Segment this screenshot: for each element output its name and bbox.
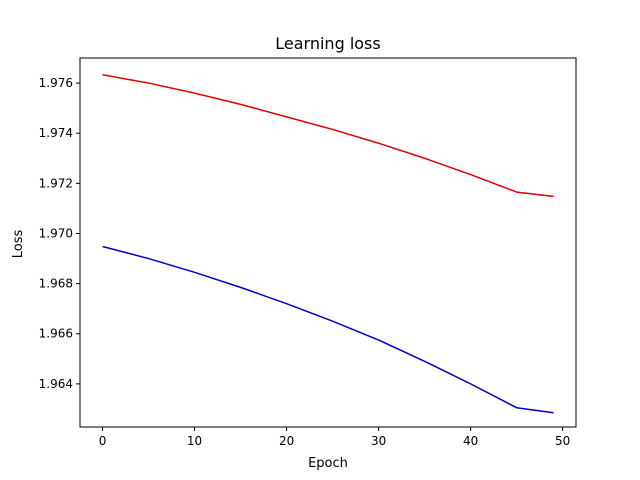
y-tick-label: 1.966: [39, 327, 73, 341]
plot-frame: [79, 57, 577, 428]
y-tick-label: 1.970: [39, 226, 73, 240]
series-line-2: [102, 245, 554, 414]
x-tick-label: 10: [187, 434, 202, 448]
plot-area: [80, 58, 576, 427]
x-tick-label: 50: [555, 434, 570, 448]
y-tick-label: 1.972: [39, 176, 73, 190]
x-tick-label: 0: [99, 434, 107, 448]
series-group: [102, 74, 554, 414]
plot-background: [80, 58, 576, 427]
x-axis-label: Epoch: [308, 456, 348, 471]
x-tick-label: 40: [463, 434, 478, 448]
x-tick-label: 30: [371, 434, 386, 448]
y-axis-label: Loss: [11, 230, 26, 259]
chart-title: Learning loss: [275, 34, 380, 53]
y-tick-label: 1.976: [39, 76, 73, 90]
series-line-1: [102, 74, 554, 198]
y-tick-label: 1.974: [39, 126, 73, 140]
y-tick-label: 1.968: [39, 277, 73, 291]
x-axis-ticks: 0 10 20 30 40 50: [99, 427, 570, 448]
y-tick-label: 1.964: [39, 377, 73, 391]
y-axis-ticks: 1.964 1.966 1.968 1.970 1.972 1.974 1.976: [39, 76, 80, 391]
x-tick-label: 20: [279, 434, 294, 448]
